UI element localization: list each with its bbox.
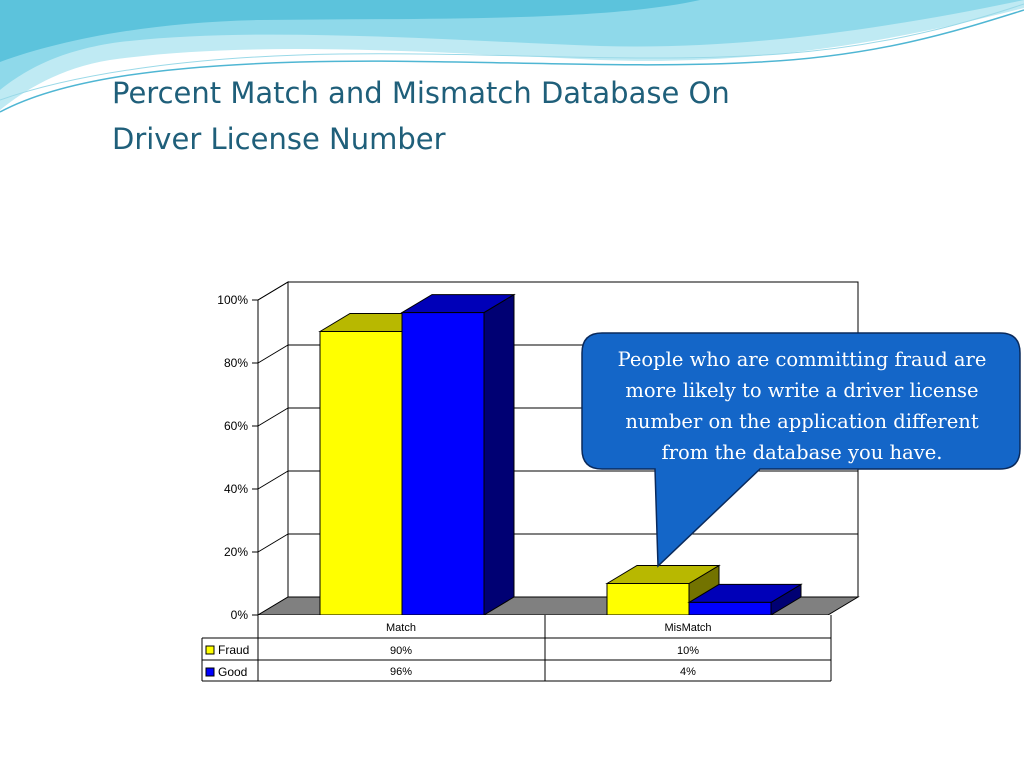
bars — [318, 293, 803, 616]
callout-line-3: number on the application different — [625, 410, 979, 433]
gridline-side — [257, 344, 289, 364]
legend-swatch-fraud — [205, 645, 215, 655]
category-label-mismatch: MisMatch — [664, 622, 711, 634]
wave-decoration — [0, 0, 1024, 113]
y-tick-label: 60% — [224, 419, 248, 433]
callout-bubble — [581, 332, 1021, 568]
y-tick-label: 80% — [224, 356, 248, 370]
slide-title-line-1: Percent Match and Mismatch Database On — [112, 76, 730, 110]
gridline-side — [257, 533, 289, 553]
y-axis-ticks: 0% 20% 40% 60% 80% 100% — [217, 293, 258, 622]
callout-text: People who are committing fraud are more… — [592, 344, 1012, 468]
bar-good-match — [400, 293, 516, 616]
slide-title-line-2: Driver License Number — [112, 122, 446, 156]
gridline-side — [257, 281, 289, 301]
legend-label-fraud: Fraud — [218, 643, 249, 657]
chart-side-wall — [257, 281, 289, 616]
callout-line-2: more likely to write a driver license — [625, 379, 979, 402]
y-tick-label: 40% — [224, 482, 248, 496]
category-label-match: Match — [386, 622, 416, 634]
gridline-side — [257, 470, 289, 490]
legend-label-good: Good — [218, 665, 247, 679]
y-tick-label: 100% — [217, 293, 248, 307]
legend-swatch-good — [205, 667, 215, 677]
slide-title: Percent Match and Mismatch Database On D… — [112, 70, 872, 162]
data-table: Match MisMatch Fraud Good 90% 10% 96% 4% — [201, 615, 832, 682]
y-tick-label: 0% — [231, 608, 249, 622]
callout-line-1: People who are committing fraud are — [617, 348, 987, 371]
gridline-side — [257, 407, 289, 427]
bar-good-mismatch — [687, 583, 803, 616]
callout-line-4: from the database you have. — [661, 441, 943, 464]
table-cell-good-match: 96% — [390, 666, 412, 678]
table-cell-good-mismatch: 4% — [680, 666, 696, 678]
table-cell-fraud-mismatch: 10% — [677, 645, 699, 657]
y-tick-label: 20% — [224, 545, 248, 559]
table-cell-fraud-match: 90% — [390, 645, 412, 657]
